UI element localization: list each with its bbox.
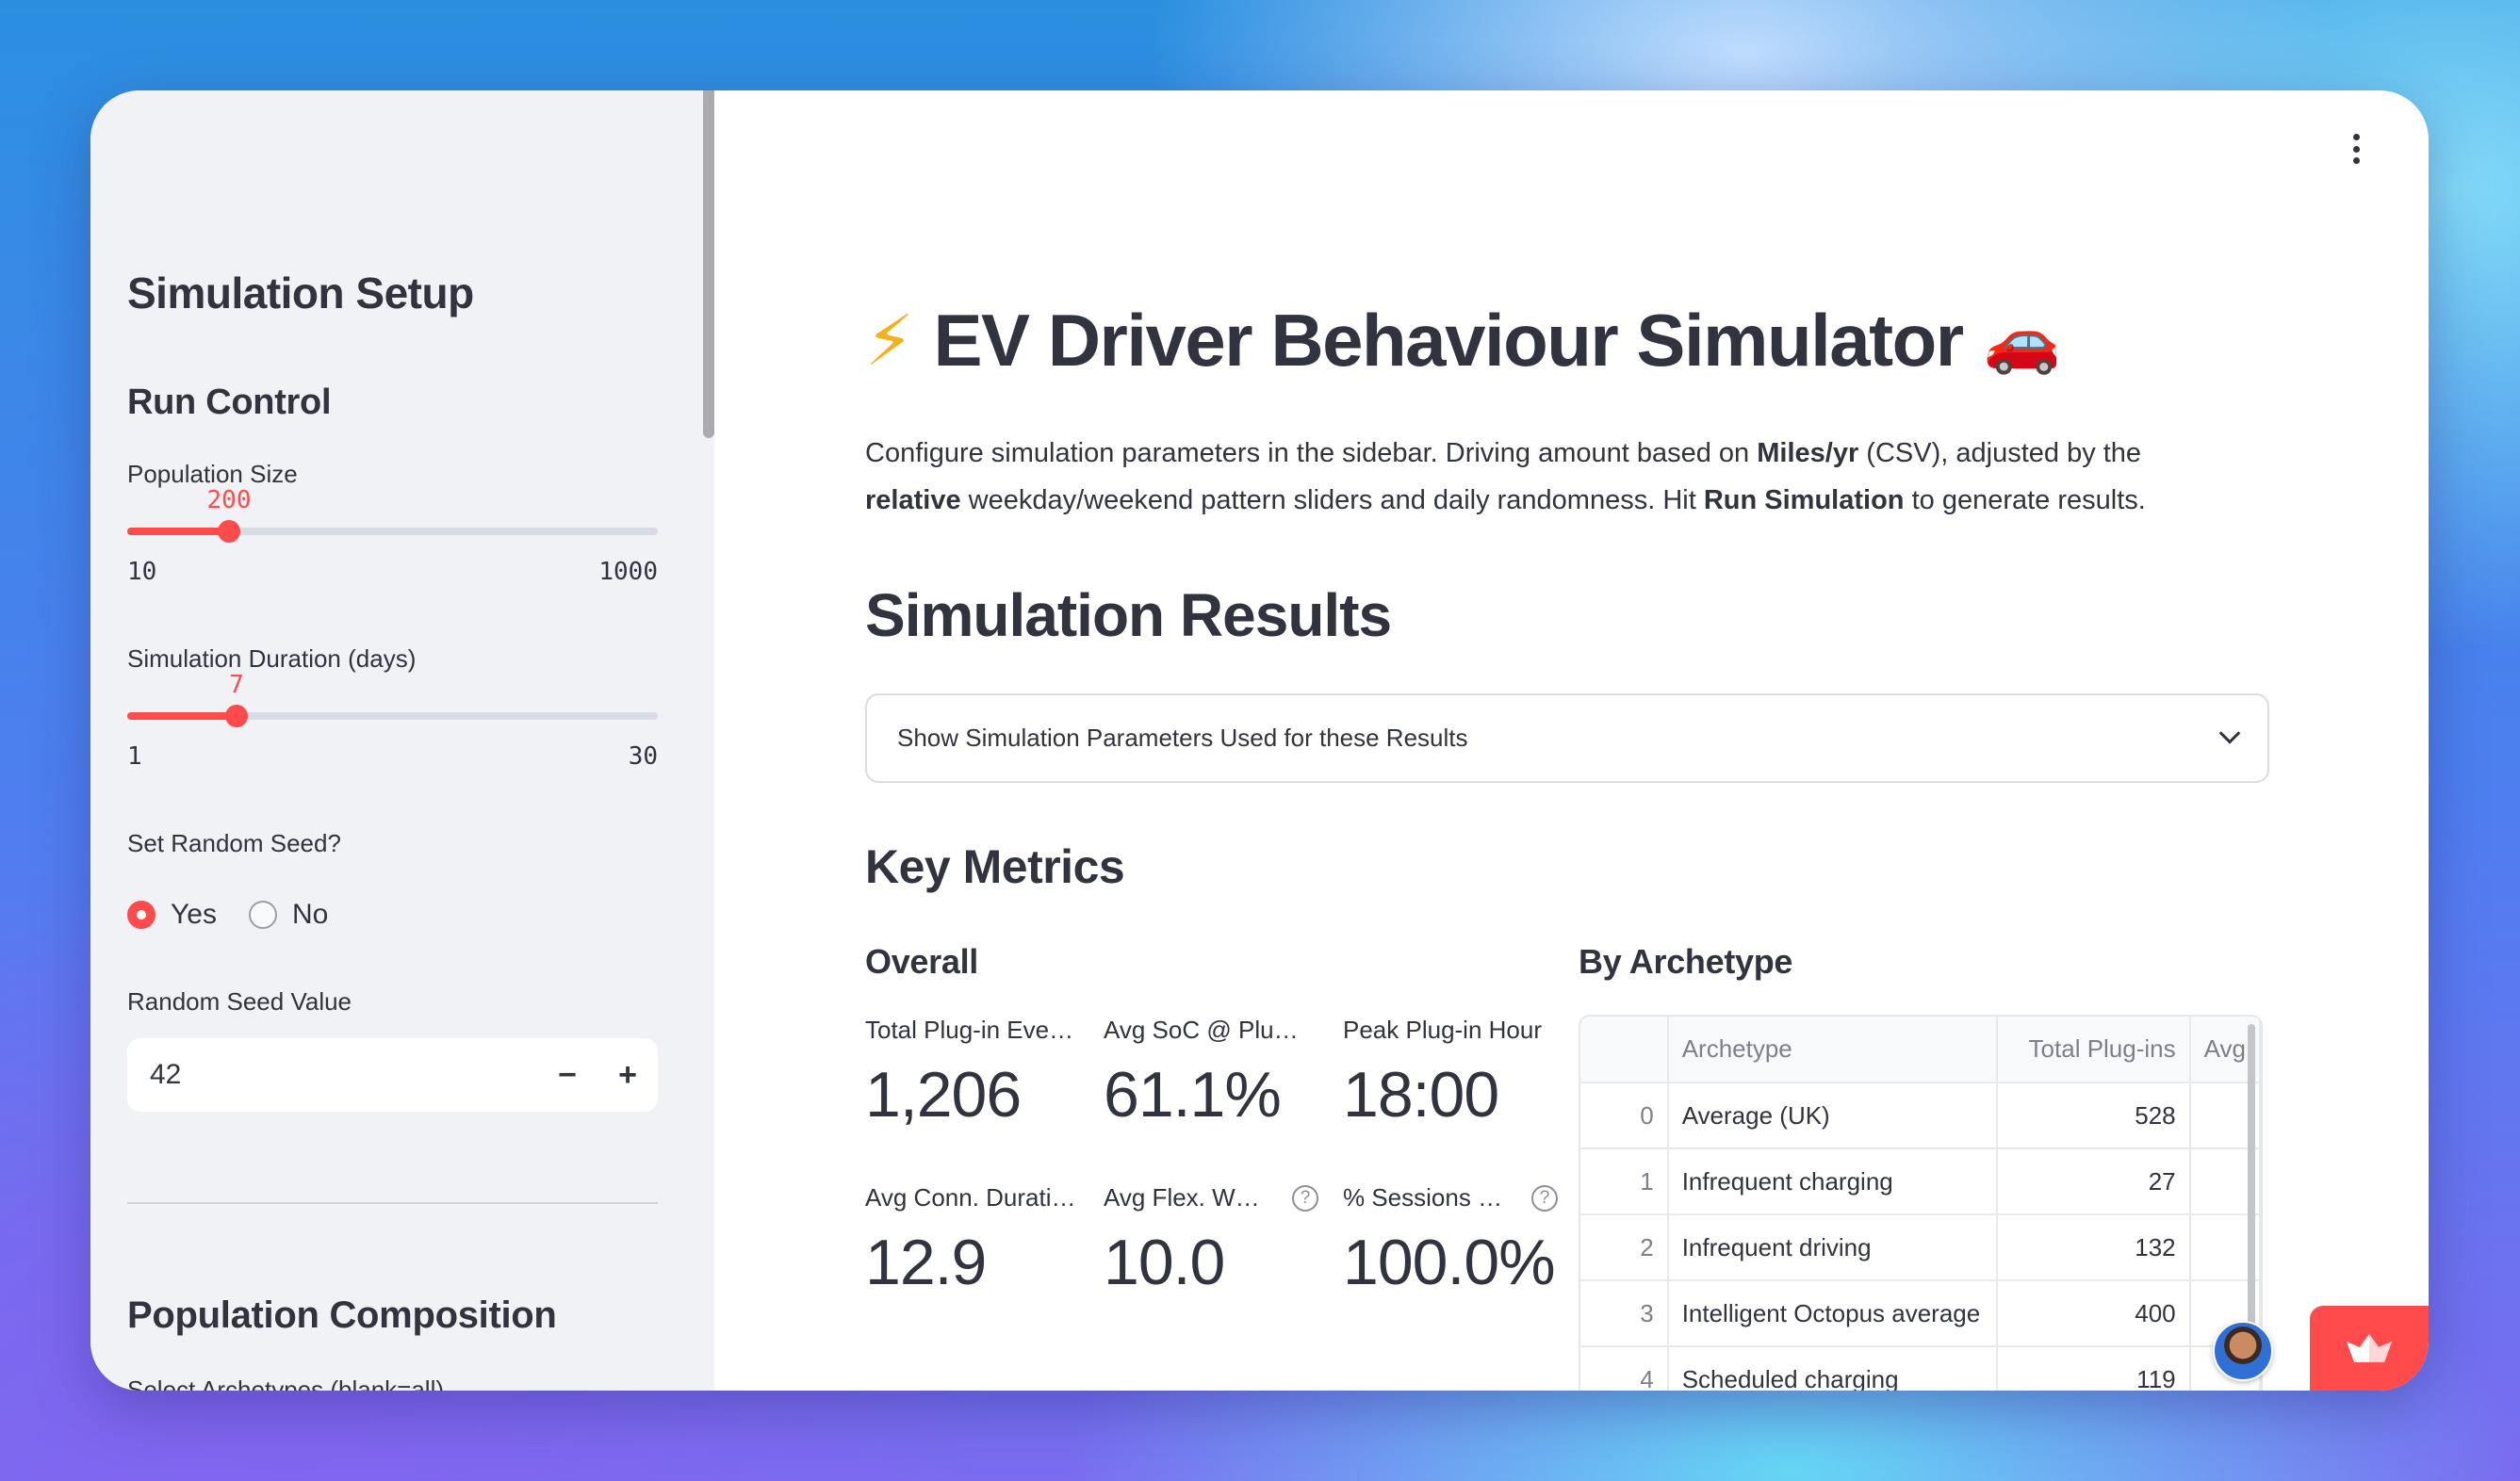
sidebar-scrollbar[interactable]: [703, 90, 714, 438]
help-icon[interactable]: ?: [1292, 1184, 1318, 1212]
metric-avg-conn-duration: Avg Conn. Duration 12.9: [865, 1183, 1078, 1298]
table-header-row: Archetype Total Plug-ins Avg: [1580, 1017, 2261, 1083]
main-content: ⚡ EV Driver Behaviour Simulator 🚗 Config…: [714, 90, 2429, 1391]
metric-peak-hour: Peak Plug-in Hour 18:00: [1343, 1016, 1542, 1131]
slider-fill: [127, 712, 237, 720]
table-row[interactable]: 3 Intelligent Octopus average 400: [1580, 1280, 2261, 1347]
slider-thumb[interactable]: [225, 705, 248, 727]
run-control-heading: Run Control: [127, 382, 332, 422]
duration-slider[interactable]: 7 1 30: [127, 671, 658, 784]
table-row[interactable]: 4 Scheduled charging 119: [1580, 1346, 2261, 1391]
random-seed-value[interactable]: 42: [150, 1059, 182, 1090]
avatar[interactable]: [2213, 1321, 2273, 1381]
page-title-text: EV Driver Behaviour Simulator: [933, 299, 1964, 382]
metric-avg-soc: Avg SoC @ Plug-in 61.1%: [1104, 1016, 1311, 1131]
table-scrollbar[interactable]: [2248, 1024, 2255, 1375]
expander-label: Show Simulation Parameters Used for thes…: [897, 724, 1468, 752]
metric-sessions-flexible: % Sessions Flexible? 100.0%: [1343, 1183, 1558, 1299]
radio-unselected-icon[interactable]: [248, 901, 277, 929]
column-header-archetype[interactable]: Archetype: [1667, 1017, 1999, 1083]
increment-button[interactable]: +: [618, 1056, 637, 1093]
slider-value: 7: [229, 671, 244, 699]
decrement-button[interactable]: −: [558, 1056, 577, 1093]
key-metrics-heading: Key Metrics: [865, 840, 1125, 893]
sidebar: Simulation Setup Run Control Population …: [90, 90, 714, 1391]
streamlit-badge[interactable]: [2310, 1306, 2429, 1391]
crown-icon: [2347, 1334, 2392, 1362]
page-title: ⚡ EV Driver Behaviour Simulator 🚗: [865, 298, 2061, 383]
slider-track[interactable]: [127, 528, 658, 535]
kebab-menu-icon[interactable]: [2347, 134, 2365, 164]
sidebar-title: Simulation Setup: [127, 269, 474, 317]
parameters-expander[interactable]: Show Simulation Parameters Used for thes…: [865, 693, 2269, 783]
intro-text: Configure simulation parameters in the s…: [865, 438, 2146, 515]
slider-min: 1: [127, 742, 142, 771]
by-archetype-heading: By Archetype: [1579, 942, 1793, 981]
table-row[interactable]: 2 Infrequent driving 132: [1580, 1214, 2261, 1281]
column-header-index[interactable]: [1580, 1017, 1669, 1083]
slider-thumb[interactable]: [218, 520, 240, 543]
table-row[interactable]: 0 Average (UK) 528: [1580, 1082, 2261, 1149]
lightning-icon: ⚡: [865, 301, 914, 380]
slider-min: 10: [127, 558, 157, 586]
duration-label: Simulation Duration (days): [127, 644, 417, 673]
slider-value: 200: [206, 486, 252, 514]
results-heading: Simulation Results: [865, 581, 1392, 649]
radio-option-yes[interactable]: Yes: [127, 899, 217, 931]
radio-option-no[interactable]: No: [248, 899, 329, 931]
column-header-total-plugins[interactable]: Total Plug-ins: [1997, 1017, 2191, 1083]
app-window: Simulation Setup Run Control Population …: [90, 90, 2429, 1391]
slider-track[interactable]: [127, 712, 658, 720]
metric-avg-flex-window: Avg Flex. Window? 10.0: [1104, 1183, 1318, 1299]
population-composition-heading: Population Composition: [127, 1294, 557, 1336]
metric-total-plugins: Total Plug-in Events 1,206: [865, 1016, 1078, 1131]
archetype-table[interactable]: Archetype Total Plug-ins Avg 0 Average (U…: [1579, 1015, 2263, 1391]
population-size-label: Population Size: [127, 460, 298, 488]
radio-label: No: [291, 899, 329, 930]
select-archetypes-label: Select Archetypes (blank=all): [127, 1375, 445, 1391]
slider-max: 1000: [598, 558, 658, 586]
sidebar-divider: [127, 1202, 658, 1204]
radio-selected-icon[interactable]: [127, 901, 155, 929]
slider-max: 30: [628, 742, 658, 771]
random-seed-radio-group: Yes No: [127, 899, 349, 931]
random-seed-input[interactable]: 42 − +: [127, 1038, 658, 1112]
random-seed-value-label: Random Seed Value: [127, 987, 352, 1016]
slider-fill: [127, 528, 229, 535]
population-size-slider[interactable]: 200 10 1000: [127, 486, 658, 599]
help-icon[interactable]: ?: [1531, 1184, 1558, 1212]
table-row[interactable]: 1 Infrequent charging 27: [1580, 1148, 2261, 1215]
overall-heading: Overall: [865, 942, 978, 981]
radio-label: Yes: [171, 899, 217, 930]
random-seed-toggle-label: Set Random Seed?: [127, 829, 341, 857]
car-icon: 🚗: [1983, 304, 2061, 375]
chevron-down-icon[interactable]: [2218, 722, 2241, 744]
